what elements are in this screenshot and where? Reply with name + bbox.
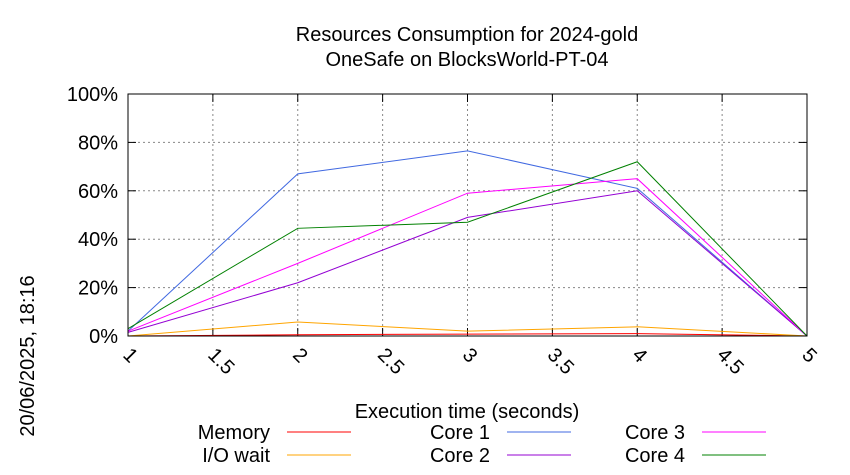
legend-label-i-o-wait: I/O wait <box>202 445 270 467</box>
series-line-core-4 <box>127 161 808 337</box>
x-tick-label: 4 <box>628 344 651 367</box>
legend-label-memory: Memory <box>198 422 270 444</box>
series-line-memory <box>127 333 808 337</box>
x-tick-label: 4.5 <box>713 344 748 379</box>
x-tick-label: 3.5 <box>543 344 578 379</box>
series-line-core-2 <box>127 190 808 337</box>
legend-label-core-1: Core 1 <box>430 422 490 444</box>
legend-label-core-2: Core 2 <box>430 445 490 467</box>
y-tick-label: 80% <box>78 132 118 154</box>
y-tick-label: 40% <box>78 229 118 251</box>
y-tick-label: 0% <box>89 326 118 348</box>
grid-lines <box>128 94 807 336</box>
x-axis-label: Execution time (seconds) <box>355 401 580 423</box>
x-tick-label: 5 <box>797 344 820 367</box>
x-tick-label: 2 <box>288 344 311 367</box>
plot-frame <box>127 93 808 337</box>
y-tick-label: 60% <box>78 181 118 203</box>
x-tick-label: 3 <box>458 344 481 367</box>
legend-label-core-3: Core 3 <box>625 422 685 444</box>
x-tick-label: 2.5 <box>373 344 408 379</box>
series-line-i-o-wait <box>127 321 808 337</box>
y-axis-ticks: 0% 20% 40% 60% 80% 100% <box>67 84 807 348</box>
series-line-core-1 <box>127 150 808 337</box>
legend-label-core-4: Core 4 <box>625 445 685 467</box>
x-tick-label: 1 <box>118 344 141 367</box>
y-tick-label: 100% <box>67 84 118 106</box>
series-line-core-3 <box>127 178 808 337</box>
series-lines <box>127 150 808 337</box>
y-tick-label: 20% <box>78 278 118 300</box>
timestamp-label: 20/06/2025, 18:16 <box>17 275 39 436</box>
chart-subtitle: OneSafe on BlocksWorld-PT-04 <box>325 49 608 71</box>
chart-title: Resources Consumption for 2024-gold <box>296 24 638 46</box>
x-tick-label: 1.5 <box>203 344 238 379</box>
